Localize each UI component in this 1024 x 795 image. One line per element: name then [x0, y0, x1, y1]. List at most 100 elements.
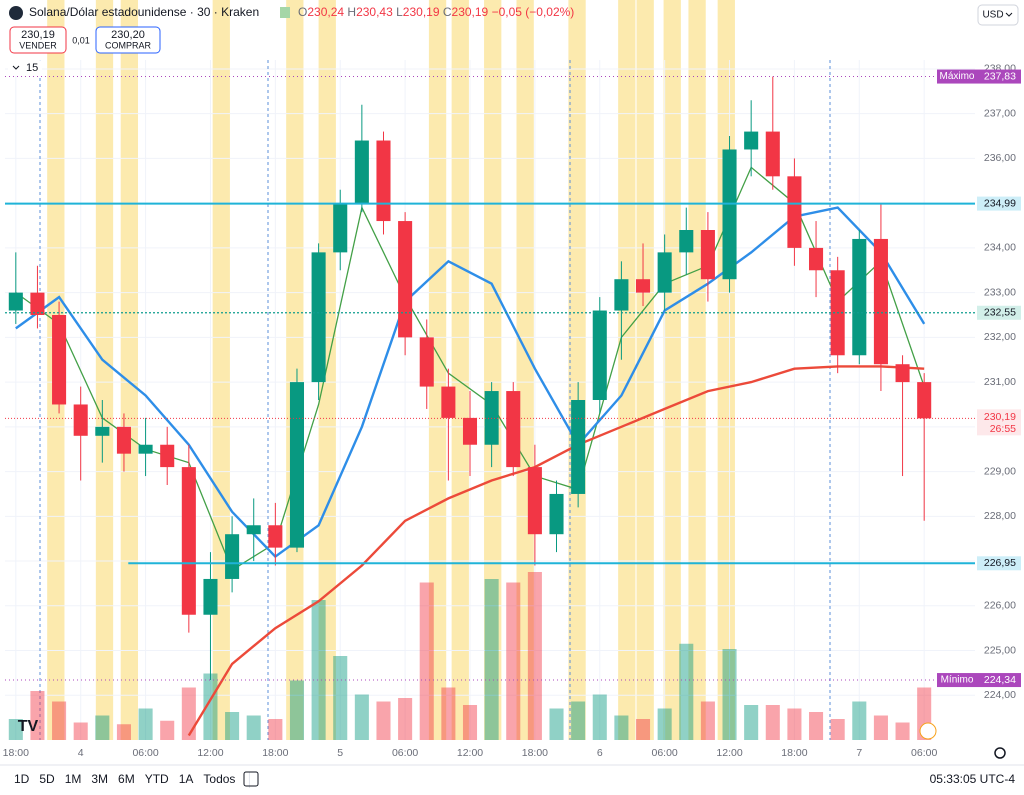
volume-bar [549, 708, 564, 740]
sell-price[interactable]: 230,19 [21, 29, 55, 41]
candle-body [73, 404, 88, 436]
alert-icon[interactable] [919, 722, 937, 740]
candle-body [722, 149, 737, 280]
candle-body [441, 386, 456, 418]
candle-body [895, 364, 910, 383]
volume-bar [571, 701, 586, 740]
x-tick-label: 18:00 [522, 747, 548, 759]
volume-bar [679, 643, 694, 740]
x-tick-label: 06:00 [132, 747, 158, 759]
level-label: 232,55 [984, 307, 1016, 319]
volume-bar [462, 705, 478, 740]
volume-bar [160, 720, 175, 740]
range-button[interactable]: 1M [65, 772, 82, 786]
candle-body [765, 131, 780, 177]
buy-label[interactable]: COMPRAR [105, 40, 152, 50]
currency-label[interactable]: USD [982, 10, 1003, 21]
extreme-name: Mínimo [941, 675, 974, 686]
extreme-tag [977, 673, 1021, 688]
volume-bar [895, 722, 910, 740]
candle-body [917, 382, 932, 419]
symbol-logo [9, 6, 23, 20]
highlight-band [318, 0, 336, 740]
level-label: 234,99 [984, 197, 1016, 209]
volume-bar [181, 687, 196, 740]
tv-logo: TV [18, 718, 39, 735]
candle-body [873, 238, 888, 365]
interval-box[interactable] [8, 60, 42, 76]
y-tick-label: 229,00 [984, 465, 1016, 477]
volume-bar [116, 724, 131, 740]
range-button[interactable]: Todos [203, 772, 235, 786]
y-tick-label: 237,00 [984, 107, 1016, 119]
moving-average [187, 365, 925, 737]
settings-icon[interactable] [994, 747, 1006, 759]
last-price-label: 230,19 [984, 411, 1016, 423]
y-tick-label: 234,00 [984, 242, 1016, 254]
x-tick-label: 06:00 [392, 747, 418, 759]
volume-bar [376, 701, 391, 740]
background-layer [5, 0, 975, 740]
volume-bar [506, 582, 521, 740]
candle-body [225, 534, 240, 579]
buy-price[interactable]: 230,20 [111, 29, 145, 41]
volume-bar [635, 719, 651, 740]
highlight-band [688, 0, 706, 740]
extreme-name-tag [937, 69, 977, 84]
currency-button[interactable]: USD [977, 4, 1019, 26]
candle-body [289, 382, 305, 548]
sell-label[interactable]: VENDER [19, 40, 57, 50]
sell-button[interactable]: 230,19 VENDER [9, 26, 67, 54]
spread: 0,01 [72, 35, 90, 45]
currency-box[interactable] [977, 4, 1019, 26]
volume-bar [852, 701, 867, 740]
highlight-band [516, 0, 534, 740]
range-button[interactable]: YTD [145, 772, 169, 786]
y-tick-label: 233,00 [984, 286, 1016, 298]
candle-body [571, 400, 586, 494]
volume-bar [657, 708, 672, 740]
volume-bar [787, 708, 802, 740]
interval-selector[interactable]: 15 [8, 60, 42, 76]
last-price-tag [977, 409, 1021, 436]
date-range-icon[interactable] [243, 771, 259, 787]
range-button[interactable]: 1A [179, 772, 194, 786]
candle-body [354, 140, 369, 204]
candle-body [203, 578, 218, 615]
range-button[interactable]: 5D [39, 772, 55, 786]
candle-body [246, 525, 261, 535]
candle-body [614, 279, 629, 311]
sell-box[interactable] [9, 26, 67, 54]
status-icon [280, 7, 290, 18]
highlight-band [120, 0, 139, 740]
y-tick-label: 226,00 [984, 600, 1016, 612]
y-tick-label: 231,00 [984, 376, 1016, 388]
buy-button[interactable]: 230,20 COMPRAR [95, 26, 161, 54]
volume-bar [419, 582, 434, 740]
legend-value: 230,19 [403, 5, 440, 19]
x-tick-label: 06:00 [652, 747, 678, 759]
range-button[interactable]: 3M [91, 772, 108, 786]
volume-bar [484, 579, 499, 740]
volume-bar [722, 649, 737, 740]
extreme-tag [977, 69, 1021, 84]
interval-label[interactable]: 15 [26, 62, 38, 74]
highlight-band [663, 0, 681, 740]
highlight-band [717, 0, 735, 740]
buy-box[interactable] [95, 26, 161, 54]
legend-label: L [396, 5, 403, 19]
level-label: 226,95 [984, 557, 1016, 569]
y-tick-label: 225,00 [984, 644, 1016, 656]
volume-bar [527, 572, 542, 740]
candle-body [852, 238, 867, 356]
volume-bar [830, 719, 845, 740]
range-button[interactable]: 1D [14, 772, 30, 786]
candle-body [700, 230, 715, 280]
candle-body [116, 426, 131, 454]
volume-bar [52, 701, 67, 740]
volume-bar [354, 694, 369, 740]
y-tick-label: 224,00 [984, 689, 1016, 701]
candle-body [744, 131, 759, 150]
range-button[interactable]: 6M [118, 772, 135, 786]
